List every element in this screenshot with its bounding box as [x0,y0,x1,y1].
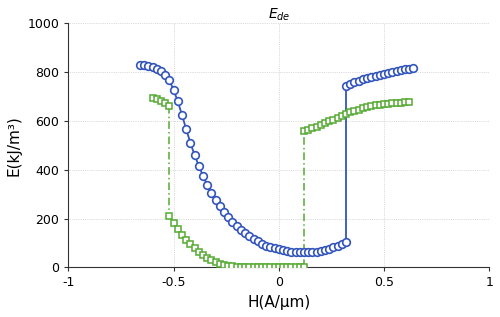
X-axis label: H(A/μm): H(A/μm) [247,295,310,310]
Title: $E_{de}$: $E_{de}$ [268,7,290,23]
Y-axis label: E(kJ/m³): E(kJ/m³) [7,115,22,176]
